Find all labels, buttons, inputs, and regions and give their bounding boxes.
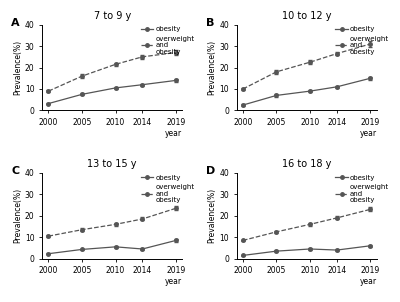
Legend: obesity, overweight
and
obesity: obesity, overweight and obesity [141,175,195,203]
Text: year: year [165,278,182,287]
Title: 13 to 15 y: 13 to 15 y [88,159,137,169]
Text: A: A [11,18,20,28]
Title: 10 to 12 y: 10 to 12 y [282,11,332,21]
Title: 16 to 18 y: 16 to 18 y [282,159,331,169]
Legend: obesity, overweight
and
obesity: obesity, overweight and obesity [335,26,389,55]
Text: C: C [11,166,19,176]
Title: 7 to 9 y: 7 to 9 y [94,11,131,21]
Y-axis label: Prevalence(%): Prevalence(%) [13,188,22,243]
Y-axis label: Prevalence(%): Prevalence(%) [207,188,216,243]
Text: B: B [206,18,214,28]
Text: D: D [206,166,215,176]
Y-axis label: Prevalence(%): Prevalence(%) [13,40,22,95]
Text: year: year [360,278,377,287]
Legend: obesity, overweight
and
obesity: obesity, overweight and obesity [141,26,195,55]
Legend: obesity, overweight
and
obesity: obesity, overweight and obesity [335,175,389,203]
Y-axis label: Prevalence(%): Prevalence(%) [207,40,216,95]
Text: year: year [360,129,377,138]
Text: year: year [165,129,182,138]
